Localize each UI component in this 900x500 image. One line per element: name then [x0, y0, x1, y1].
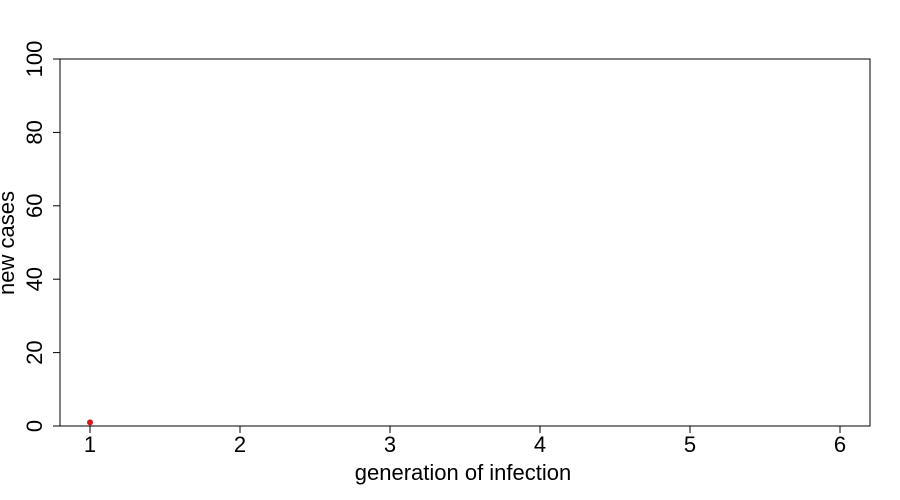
- x-tick-label: 2: [234, 432, 246, 457]
- x-axis-label: generation of infection: [355, 460, 572, 485]
- y-tick-label: 100: [22, 41, 47, 78]
- x-tick-label: 1: [84, 432, 96, 457]
- x-tick-label: 3: [384, 432, 396, 457]
- y-tick-label: 80: [22, 120, 47, 144]
- x-tick-label: 6: [834, 432, 846, 457]
- y-axis-label: new cases: [0, 191, 19, 295]
- y-tick-label: 40: [22, 267, 47, 291]
- y-tick-label: 60: [22, 194, 47, 218]
- y-tick-label: 0: [22, 420, 47, 432]
- plot-frame: [59, 58, 871, 427]
- y-tick-label: 20: [22, 340, 47, 364]
- x-tick-label: 4: [534, 432, 546, 457]
- data-point: [87, 419, 93, 426]
- x-tick-label: 5: [684, 432, 696, 457]
